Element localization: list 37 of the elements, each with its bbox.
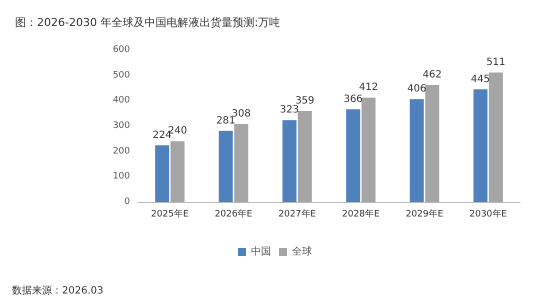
data-label: 366 xyxy=(344,94,363,105)
y-tick-label: 400 xyxy=(112,96,130,106)
y-tick-label: 300 xyxy=(112,121,130,131)
bar xyxy=(473,89,488,202)
source-note: 数据来源：2026.03 xyxy=(12,284,104,296)
bar xyxy=(346,109,360,202)
data-label: 406 xyxy=(407,84,426,95)
bar xyxy=(298,111,312,202)
data-label: 511 xyxy=(486,57,506,68)
bar xyxy=(155,145,170,202)
data-label: 412 xyxy=(358,82,378,94)
x-tick-label: 2030年E xyxy=(469,208,508,220)
bar xyxy=(425,84,440,202)
x-tick-label: 2029年E xyxy=(406,208,444,220)
bar xyxy=(234,124,248,202)
bar xyxy=(410,99,424,202)
legend-label: 中国 xyxy=(251,246,271,258)
legend-label: 全球 xyxy=(292,246,312,258)
bar xyxy=(170,141,185,202)
data-label: 462 xyxy=(422,69,442,80)
bar xyxy=(362,98,376,202)
y-tick-label: 0 xyxy=(124,197,130,207)
y-tick-label: 500 xyxy=(112,70,130,80)
bar xyxy=(282,120,296,202)
y-tick-label: 100 xyxy=(112,172,130,182)
data-label: 445 xyxy=(470,74,490,85)
y-tick-label: 600 xyxy=(112,45,130,55)
x-tick-label: 2026年E xyxy=(214,208,253,220)
bar xyxy=(488,72,503,202)
bar xyxy=(218,130,233,202)
y-tick-label: 200 xyxy=(112,146,130,156)
data-label: 323 xyxy=(280,104,300,116)
x-tick-label: 2027年E xyxy=(278,208,316,220)
chart-title: 图：2026-2030 年全球及中国电解液出货量预测:万吨 xyxy=(15,16,280,29)
data-label: 224 xyxy=(152,130,172,141)
x-tick-label: 2025年E xyxy=(151,208,189,220)
x-tick-label: 2028年E xyxy=(342,208,380,220)
